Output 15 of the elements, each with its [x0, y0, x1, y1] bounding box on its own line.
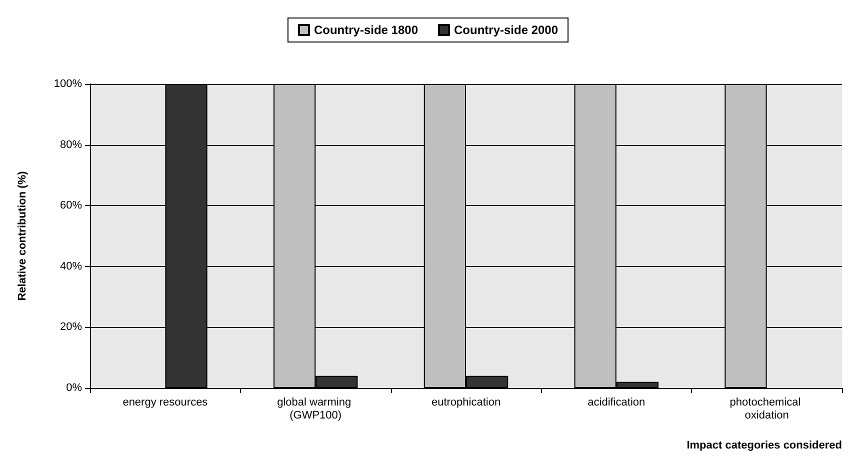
- y-tick-label: 20%: [60, 321, 82, 334]
- x-tick-label: photochemical oxidation: [730, 396, 804, 422]
- y-tick-label: 80%: [60, 138, 82, 151]
- x-tick-label: eutrophication: [431, 396, 501, 408]
- legend-label: Country-side 2000: [454, 23, 558, 37]
- x-tick-label: global warming (GWP100): [277, 396, 354, 422]
- y-tick-label: 40%: [60, 260, 82, 272]
- x-axis-title: Impact categories considered: [686, 440, 842, 452]
- legend-label: Country-side 1800: [314, 23, 418, 37]
- y-tick-label: 100%: [54, 78, 82, 90]
- y-tick-label: 0%: [66, 382, 82, 394]
- y-tick-label: 60%: [60, 200, 82, 212]
- y-axis-title: Relative contribution (%): [16, 170, 28, 301]
- x-tick-label: acidification: [588, 396, 646, 408]
- x-tick-label: energy resources: [122, 396, 208, 408]
